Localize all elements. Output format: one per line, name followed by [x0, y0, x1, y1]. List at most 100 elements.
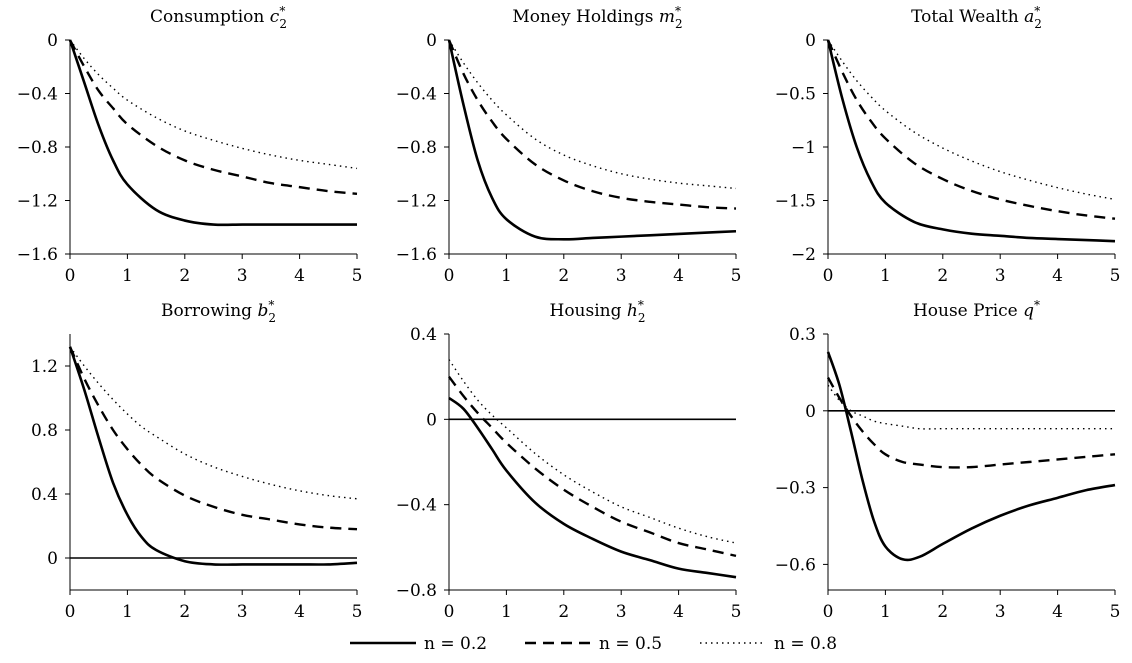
- panel-title-text: Borrowing: [161, 301, 257, 321]
- panel-title-variable: h: [627, 301, 638, 321]
- panel-title-superscript: *: [268, 298, 274, 312]
- x-tick-label: 5: [1110, 266, 1121, 286]
- series-line-dotted: [448, 359, 737, 544]
- panel-2: Money Holdings m* 20−0.4−0.8−1.2−1.60 1 2 3 4…: [396, 4, 742, 286]
- panel-5: Housing h* 20.40−0.4−0.80 1 2 3 4 5: [396, 298, 742, 622]
- y-tick-label: 0: [47, 549, 58, 569]
- panel-title-text: Total Wealth: [911, 7, 1024, 27]
- x-tick-label: 4: [294, 266, 305, 286]
- panel-title-subscript: 2: [279, 17, 287, 31]
- panel-title-subscript: 2: [1034, 17, 1042, 31]
- y-tick-label: −0.3: [775, 479, 816, 499]
- y-tick-label: −0.4: [396, 85, 437, 105]
- x-tick-label: 2: [937, 602, 948, 622]
- x-tick-label: 1: [122, 266, 133, 286]
- y-tick-label: −0.6: [775, 555, 816, 575]
- x-tick-label: 4: [1052, 266, 1063, 286]
- y-tick-label: 0.4: [31, 485, 58, 505]
- panel-title-superscript: *: [638, 298, 644, 312]
- panel-title-superscript: *: [675, 4, 681, 18]
- series-line-dotted: [69, 39, 358, 170]
- x-tick-label: 1: [501, 602, 512, 622]
- series-line-solid: [68, 39, 357, 227]
- x-tick-label: 4: [294, 602, 305, 622]
- x-tick-label: 2: [558, 266, 569, 286]
- panel-6: House Price q* 0.3 0 −0.3 −0.6 0 1 2 3 4 5: [775, 298, 1121, 622]
- x-tick-label: 2: [179, 602, 190, 622]
- series-line-dashed: [68, 346, 358, 531]
- panel-title-variable: q: [1023, 301, 1034, 321]
- x-tick-label: 0: [444, 602, 455, 622]
- panel-title: House Price q*: [913, 298, 1040, 321]
- x-tick-label: 4: [673, 266, 684, 286]
- x-tick-label: 5: [731, 266, 742, 286]
- series-line-solid: [448, 396, 737, 579]
- y-tick-label: 0.3: [789, 325, 816, 345]
- x-tick-label: 3: [616, 266, 627, 286]
- x-tick-label: 3: [995, 602, 1006, 622]
- y-tick-label: −1: [791, 138, 816, 158]
- panel-title: Consumption c* 2: [150, 4, 287, 31]
- y-tick-label: −1.6: [17, 245, 58, 265]
- y-tick-label: −0.5: [775, 85, 816, 105]
- x-tick-label: 1: [501, 266, 512, 286]
- y-tick-label: 0: [47, 31, 58, 51]
- x-tick-label: 2: [558, 602, 569, 622]
- x-tick-label: 3: [995, 266, 1006, 286]
- panel-title-text: Consumption: [150, 7, 270, 27]
- x-tick-label: 5: [352, 266, 363, 286]
- panel-title: Money Holdings m* 2: [512, 4, 682, 31]
- legend-label: n = 0.8: [774, 634, 837, 654]
- panel-title: Housing h* 2: [550, 298, 646, 325]
- panel-4: Borrowing b* 21.20.80.400 1 2 3 4 5: [31, 298, 362, 622]
- series-line-dotted: [448, 39, 737, 190]
- x-tick-label: 5: [352, 602, 363, 622]
- panel-title-variable: a: [1024, 7, 1034, 27]
- panel-title-variable: b: [257, 301, 268, 321]
- x-tick-label: 0: [823, 266, 834, 286]
- y-tick-label: −1.5: [775, 192, 816, 212]
- panel-title-superscript: *: [1034, 298, 1040, 312]
- panel-1: Consumption c* 20−0.4−0.8−1.2−1.60 1 2 3 4 5: [17, 4, 363, 286]
- x-tick-label: 3: [237, 602, 248, 622]
- y-tick-label: −0.8: [396, 581, 437, 601]
- x-tick-label: 0: [823, 602, 834, 622]
- series-line-dotted: [69, 346, 358, 500]
- series-line-dotted: [827, 384, 1115, 430]
- x-tick-label: 0: [444, 266, 455, 286]
- x-tick-label: 2: [937, 266, 948, 286]
- panel-title-subscript: 2: [675, 17, 683, 31]
- series-line-dashed: [826, 376, 1116, 469]
- y-tick-label: 0.8: [31, 421, 58, 441]
- series-line-solid: [826, 39, 1116, 243]
- panel-title-variable: m: [659, 7, 675, 27]
- x-tick-label: 5: [731, 602, 742, 622]
- x-tick-label: 2: [179, 266, 190, 286]
- y-tick-label: −1.6: [396, 245, 437, 265]
- x-tick-label: 4: [1052, 602, 1063, 622]
- panel-title-text: House Price: [913, 301, 1023, 321]
- x-tick-label: 1: [880, 266, 891, 286]
- series-line-dashed: [826, 39, 1116, 220]
- series-line-dotted: [827, 39, 1116, 201]
- panel-title-superscript: *: [1034, 4, 1040, 18]
- y-tick-label: −0.8: [396, 138, 437, 158]
- panel-title-text: Money Holdings: [512, 7, 658, 27]
- y-tick-label: −0.8: [17, 138, 58, 158]
- legend-label: n = 0.2: [424, 634, 487, 654]
- y-tick-label: 0.4: [410, 325, 437, 345]
- panel-3: Total Wealth a* 20−0.5−1−1.5−20 1 2 3 4 5: [775, 4, 1121, 286]
- panel-title-subscript: 2: [268, 311, 276, 325]
- series-line-solid: [68, 346, 358, 566]
- panel-title-subscript: 2: [638, 311, 646, 325]
- x-tick-label: 0: [65, 266, 76, 286]
- series-line-dashed: [68, 39, 358, 196]
- series-line-dashed: [447, 39, 737, 210]
- x-tick-label: 1: [122, 602, 133, 622]
- x-tick-label: 3: [616, 602, 627, 622]
- panel-title-superscript: *: [279, 4, 285, 18]
- y-tick-label: 0: [426, 410, 437, 430]
- y-tick-label: −1.2: [17, 192, 58, 212]
- x-tick-label: 1: [880, 602, 891, 622]
